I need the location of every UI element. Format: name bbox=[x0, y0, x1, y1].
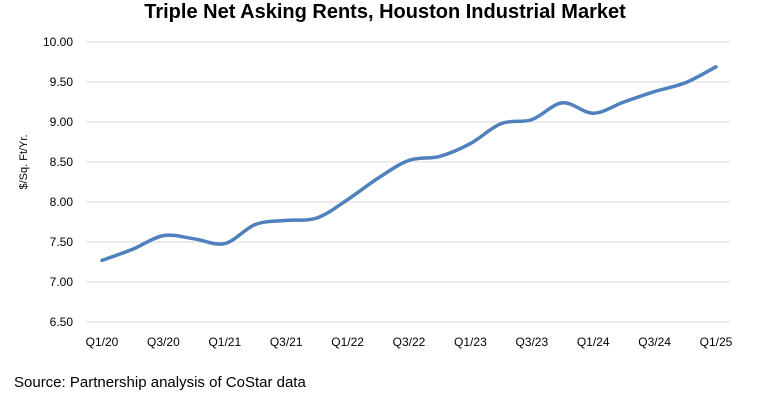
x-axis-tick-labels: Q1/20 Q3/20 Q1/21 Q3/21 Q1/22 Q3/22 Q1/23 Q3/23… bbox=[86, 335, 733, 349]
x-tick-label: Q1/23 bbox=[454, 335, 487, 349]
x-tick-label: Q1/21 bbox=[208, 335, 241, 349]
y-tick-label: 6.50 bbox=[50, 315, 74, 329]
y-tick-label: 7.50 bbox=[50, 235, 74, 249]
x-tick-label: Q3/21 bbox=[270, 335, 303, 349]
x-tick-label: Q1/24 bbox=[577, 335, 610, 349]
grid-lines bbox=[86, 41, 730, 323]
x-tick-label: Q3/24 bbox=[638, 335, 671, 349]
y-tick-label: 8.00 bbox=[50, 195, 74, 209]
x-tick-label: Q1/20 bbox=[86, 335, 119, 349]
series-line bbox=[100, 65, 718, 263]
y-tick-label: 10.00 bbox=[43, 35, 73, 49]
source-note: Source: Partnership analysis of CoStar d… bbox=[14, 374, 306, 391]
x-tick-label: Q3/23 bbox=[515, 335, 548, 349]
series-group bbox=[100, 65, 718, 263]
x-tick-label: Q3/20 bbox=[147, 335, 180, 349]
y-tick-label: 9.50 bbox=[50, 75, 74, 89]
y-tick-label: 7.00 bbox=[50, 275, 74, 289]
chart-title: Triple Net Asking Rents, Houston Industr… bbox=[144, 1, 626, 23]
y-axis-label: $/Sq. Ft/Yr. bbox=[18, 134, 30, 189]
x-tick-label: Q3/22 bbox=[393, 335, 426, 349]
x-tick-label: Q1/25 bbox=[700, 335, 733, 349]
y-tick-label: 9.00 bbox=[50, 115, 74, 129]
x-tick-label: Q1/22 bbox=[331, 335, 364, 349]
y-tick-label: 8.50 bbox=[50, 155, 74, 169]
y-axis-tick-labels: 6.50 7.00 7.50 8.00 8.50 9.00 9.50 10.00 bbox=[43, 35, 73, 329]
